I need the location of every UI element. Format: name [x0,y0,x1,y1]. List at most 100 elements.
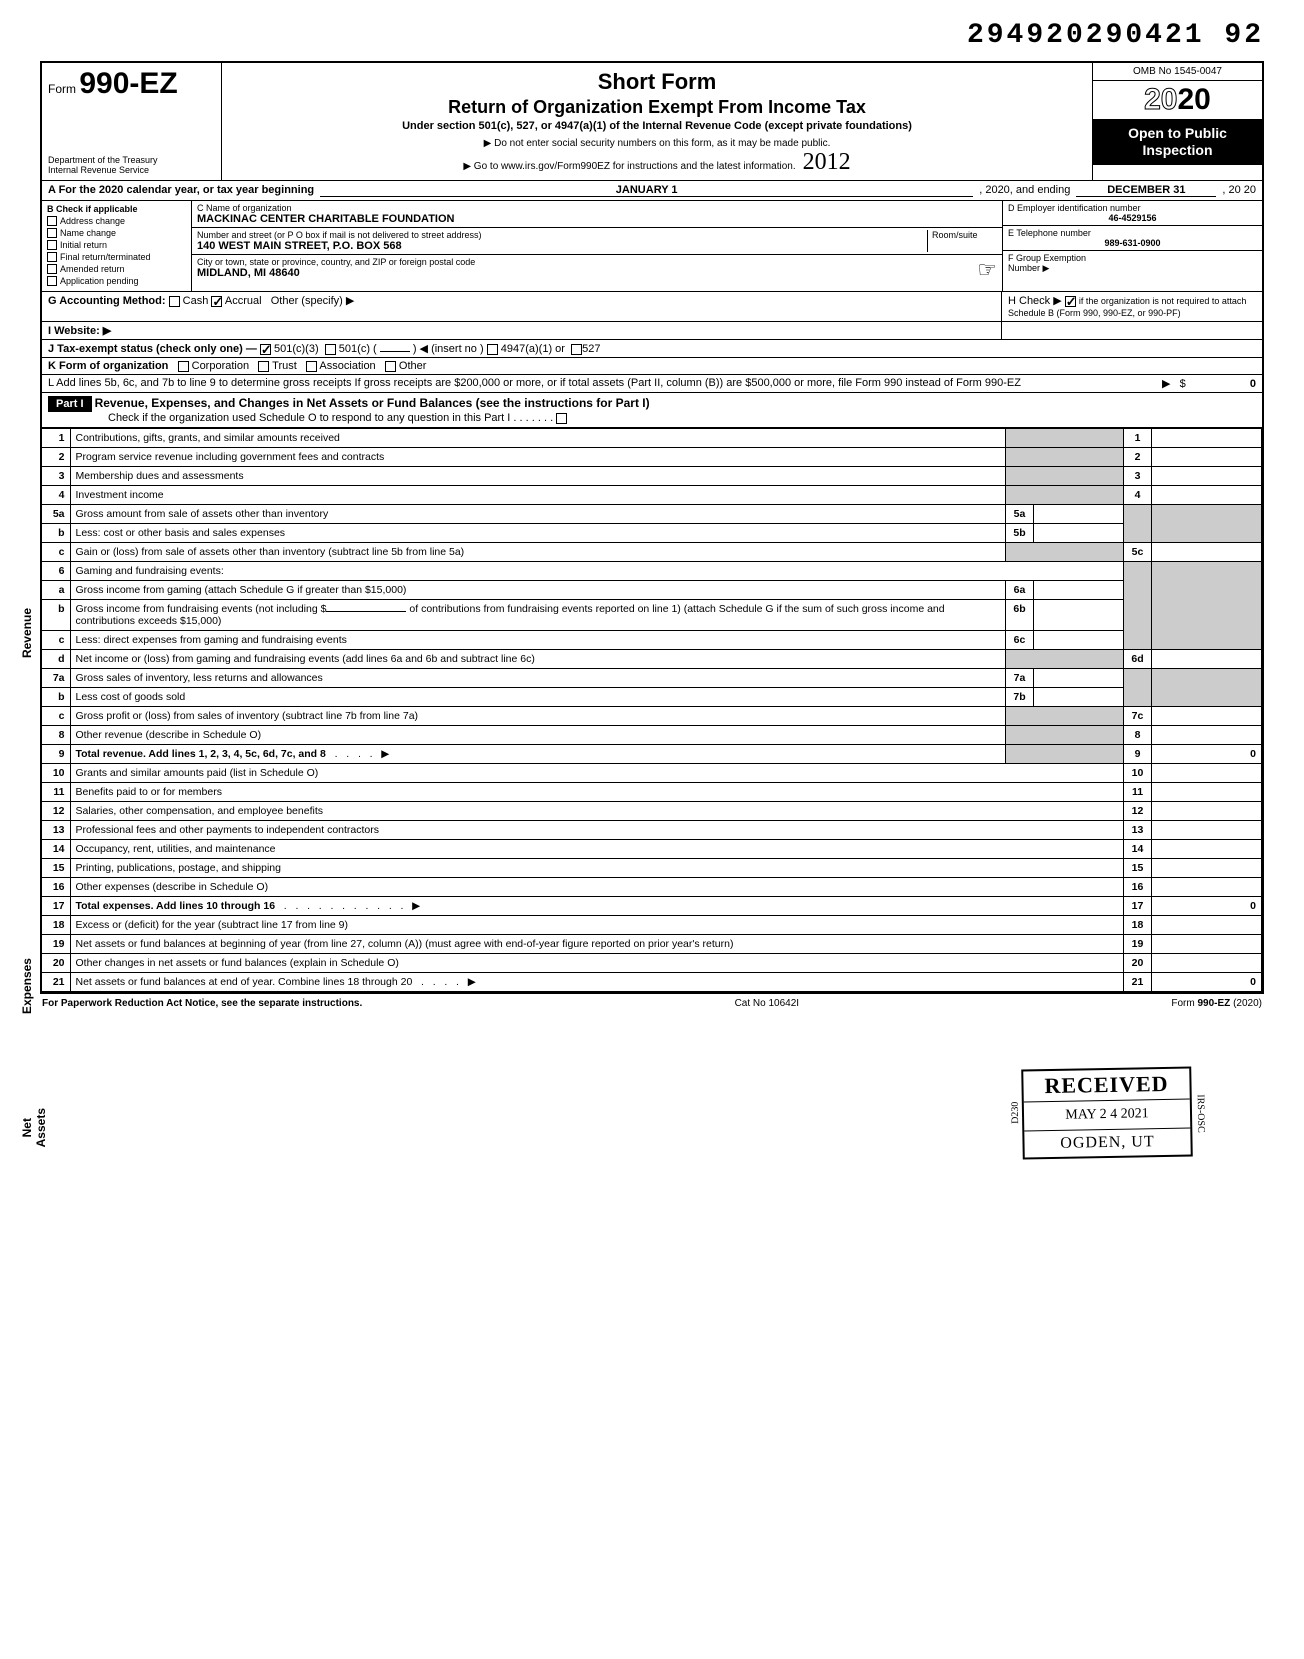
g-cash: Cash [183,295,209,307]
chk-app-pending[interactable]: Application pending [47,276,186,286]
l-text: L Add lines 5b, 6c, and 7b to line 9 to … [48,377,1021,389]
line-6: Gaming and fundraising events: [70,562,1124,581]
side-revenue: Revenue [20,608,38,658]
side-netassets: Net Assets [20,1108,38,1147]
footer-mid: Cat No 10642I [735,998,800,1009]
form-number: Form 990-EZ [48,67,215,101]
line-8: Other revenue (describe in Schedule O) [70,726,1006,745]
col-c-name-address: C Name of organization MACKINAC CENTER C… [192,201,1002,291]
line-6c: Less: direct expenses from gaming and fu… [70,631,1006,650]
j-4947: 4947(a)(1) or [501,343,565,355]
chk-other[interactable] [385,361,396,372]
chk-address-change[interactable]: Address change [47,216,186,226]
part1-header: Part I Revenue, Expenses, and Changes in… [42,393,1262,428]
row-a-tax-year: A For the 2020 calendar year, or tax yea… [42,181,1262,201]
year-begin: JANUARY 1 [320,184,973,197]
row-i: I Website: ▶ [42,322,1262,340]
col-b-checkboxes: B Check if applicable Address change Nam… [42,201,192,291]
row-a-label: A For the 2020 calendar year, or tax yea… [48,184,314,196]
k-label: K Form of organization [48,360,168,372]
part1-title: Revenue, Expenses, and Changes in Net As… [95,396,650,410]
j-501c: 501(c) ( [339,343,377,355]
title-note2: ▶ Go to www.irs.gov/Form990EZ for instru… [463,161,795,172]
g-accrual: Accrual [225,295,262,307]
c-addr-label: Number and street (or P O box if mail is… [197,230,481,240]
row-k: K Form of organization Corporation Trust… [42,358,1262,375]
title-short: Short Form [230,69,1084,95]
open-to-public: Open to Public Inspection [1093,119,1262,165]
h-label: H Check ▶ [1008,295,1062,307]
k-assoc: Association [319,360,375,372]
row-j: J Tax-exempt status (check only one) — 5… [42,340,1262,358]
line-17: Total expenses. Add lines 10 through 16 … [70,897,1124,916]
j-501c3: 501(c)(3) [274,343,319,355]
line-1: Contributions, gifts, grants, and simila… [70,429,1006,448]
chk-amended-return[interactable]: Amended return [47,264,186,274]
side-expenses: Expenses [20,958,38,1014]
line-6d: Net income or (loss) from gaming and fun… [70,650,1006,669]
line-15: Printing, publications, postage, and shi… [70,859,1124,878]
row-a-mid: , 2020, and ending [979,184,1070,196]
k-trust: Trust [272,360,297,372]
line-9: Total revenue. Add lines 1, 2, 3, 4, 5c,… [70,745,1006,764]
room-suite-label: Room/suite [927,230,997,252]
line-7c: Gross profit or (loss) from sales of inv… [70,707,1006,726]
amt-17: 0 [1250,900,1256,912]
line-3: Membership dues and assessments [70,467,1006,486]
c-city-label: City or town, state or province, country… [197,257,475,267]
stamp-date: MAY 2 4 2021 [1024,1100,1190,1132]
stamp-location: OGDEN, UT [1024,1129,1190,1158]
line-7a: Gross sales of inventory, less returns a… [70,669,1006,688]
stamp-received: RECEIVED [1023,1069,1190,1103]
line-6b: Gross income from fundraising events (no… [70,600,1006,631]
form-header: Form 990-EZ Department of the Treasury I… [42,63,1262,181]
lines-section: Revenue Expenses Net Assets D230 IRS-OSC… [42,428,1262,992]
chk-527[interactable] [571,344,582,355]
chk-cash[interactable] [169,296,180,307]
chk-trust[interactable] [258,361,269,372]
line-12: Salaries, other compensation, and employ… [70,802,1124,821]
amt-9: 0 [1250,748,1256,760]
j-527: 527 [582,343,600,355]
chk-initial-return[interactable]: Initial return [47,240,186,250]
title-note1: ▶ Do not enter social security numbers o… [230,138,1084,149]
footer-left: For Paperwork Reduction Act Notice, see … [42,998,362,1009]
tax-year: 2020 [1093,81,1262,119]
line-2: Program service revenue including govern… [70,448,1006,467]
chk-501c3[interactable] [260,344,271,355]
line-19: Net assets or fund balances at beginning… [70,935,1124,954]
chk-corp[interactable] [178,361,189,372]
form-number-value: 990-EZ [79,67,177,100]
part1-check-text: Check if the organization used Schedule … [108,412,510,424]
l-amount: 0 [1250,378,1256,390]
line-14: Occupancy, rent, utilities, and maintena… [70,840,1124,859]
line-5b: Less: cost or other basis and sales expe… [70,524,1006,543]
omb-number: OMB No 1545-0047 [1093,63,1262,81]
open-line1: Open to Public [1095,125,1260,142]
chk-accrual[interactable] [211,296,222,307]
chk-assoc[interactable] [306,361,317,372]
chk-schedule-b[interactable] [1065,296,1076,307]
f-label2: Number ▶ [1008,263,1049,273]
received-stamp: D230 IRS-OSC RECEIVED MAY 2 4 2021 OGDEN… [1021,1067,1193,1160]
page-footer: For Paperwork Reduction Act Notice, see … [40,994,1264,1013]
stamp-right: IRS-OSC [1195,1094,1207,1133]
title-main: Return of Organization Exempt From Incom… [230,97,1084,118]
chk-schedule-o[interactable] [556,413,567,424]
entity-grid: B Check if applicable Address change Nam… [42,201,1262,292]
line-21: Net assets or fund balances at end of ye… [70,973,1124,992]
chk-501c[interactable] [325,344,336,355]
ein-value: 46-4529156 [1008,213,1257,223]
open-line2: Inspection [1095,142,1260,159]
line-20: Other changes in net assets or fund bala… [70,954,1124,973]
row-a-yr: , 20 20 [1222,184,1256,196]
chk-name-change[interactable]: Name change [47,228,186,238]
row-g-h: G Accounting Method: Cash Accrual Other … [42,292,1262,322]
c-name-label: C Name of organization [197,203,292,213]
document-locator-number: 294920290421 92 [40,20,1264,51]
row-l: L Add lines 5b, 6c, and 7b to line 9 to … [42,375,1262,393]
chk-4947[interactable] [487,344,498,355]
chk-final-return[interactable]: Final return/terminated [47,252,186,262]
line-16: Other expenses (describe in Schedule O) [70,878,1124,897]
d-label: D Employer identification number [1008,203,1141,213]
